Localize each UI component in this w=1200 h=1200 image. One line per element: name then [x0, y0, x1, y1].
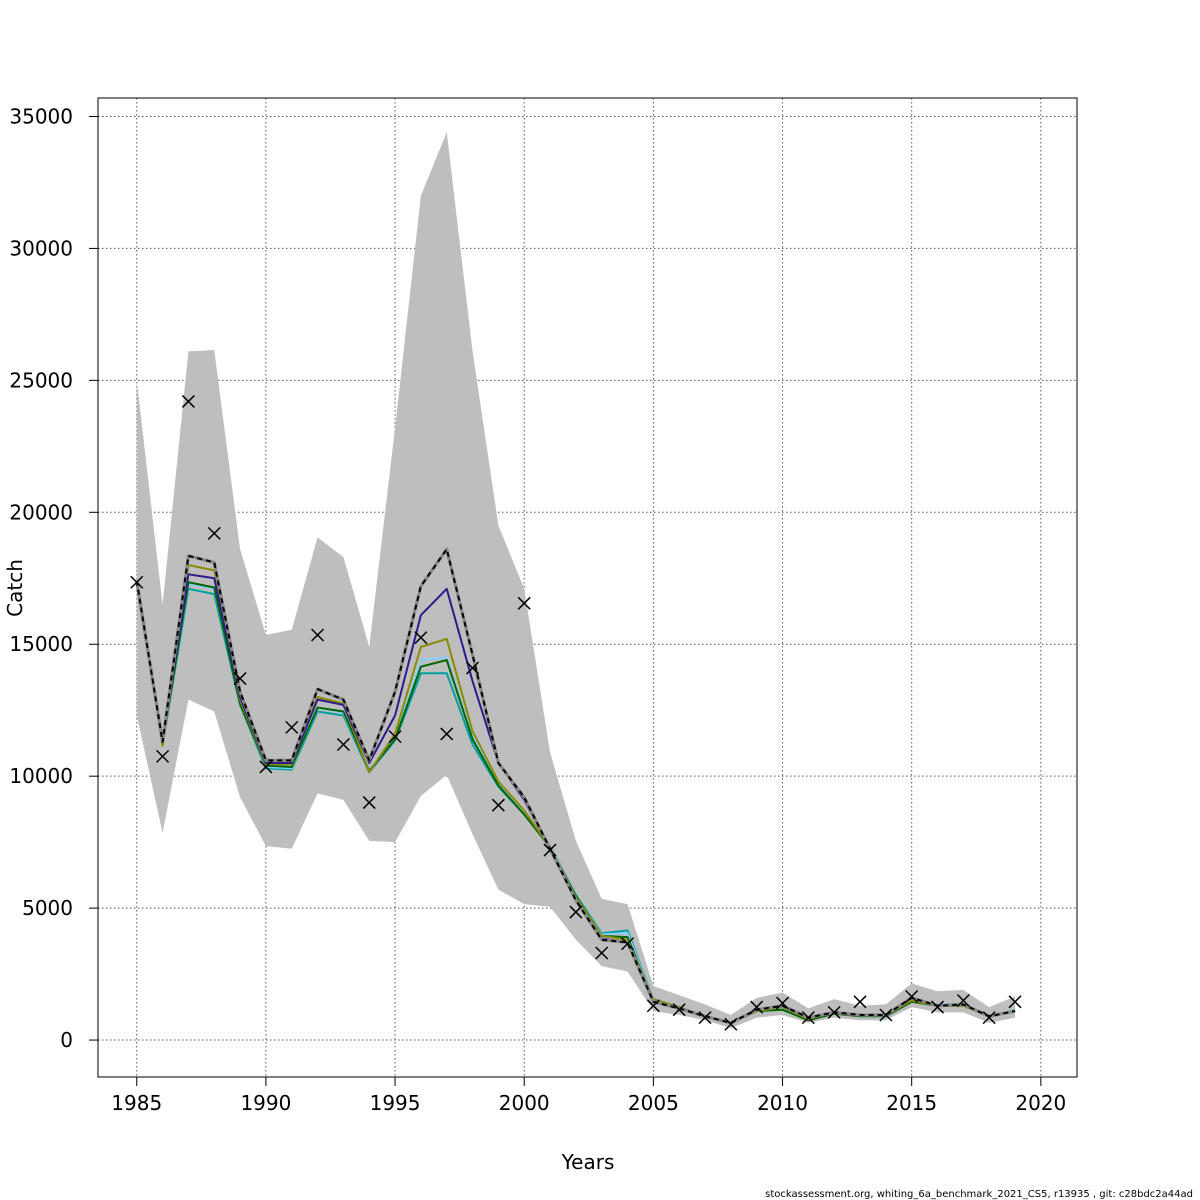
- observed-point-stroke: [827, 1005, 841, 1019]
- observed-point-stroke: [440, 727, 454, 741]
- observed-point-stroke: [233, 672, 247, 686]
- observed-point-stroke: [336, 737, 350, 752]
- observed-point: [259, 760, 273, 774]
- plot-frame: [97, 97, 1078, 1078]
- observed-point-stroke: [595, 946, 609, 960]
- observed-point: [698, 1011, 712, 1025]
- observed-point-stroke: [621, 937, 635, 951]
- observed-point: [982, 1011, 996, 1025]
- observed-point-stroke: [569, 905, 583, 919]
- observed-point: [569, 905, 583, 919]
- observed-point-stroke: [724, 1017, 738, 1031]
- x-tick-label: 1990: [240, 1091, 291, 1115]
- y-tick-label: 0: [60, 1028, 73, 1052]
- observed-point-stroke: [388, 730, 402, 744]
- x-axis-title: Years: [561, 1150, 615, 1174]
- observed-point: [414, 631, 428, 645]
- x-tick-label: 2010: [757, 1091, 808, 1115]
- observed-point-stroke: [905, 989, 919, 1004]
- observed-point: [543, 843, 557, 857]
- x-tick-label: 1995: [370, 1091, 421, 1115]
- y-axis-title: Catch: [3, 559, 27, 617]
- observed-point: [285, 720, 299, 734]
- observed-point-stroke: [775, 996, 790, 1010]
- observed-point: [491, 798, 505, 812]
- observed-point-stroke: [1008, 995, 1022, 1009]
- observed-point: [181, 394, 195, 408]
- y-tick-label: 15000: [9, 632, 73, 656]
- observed-point: [336, 737, 350, 752]
- confidence-band-area: [136, 132, 1016, 1029]
- observed-point: [724, 1017, 738, 1031]
- observed-point-stroke: [646, 999, 660, 1013]
- observed-point: [388, 730, 402, 744]
- observed-point: [233, 672, 247, 686]
- observed-point-stroke: [130, 575, 144, 589]
- y-tick-label: 10000: [9, 764, 73, 788]
- x-tick-label: 2015: [886, 1091, 937, 1115]
- observed-point-stroke: [466, 661, 480, 675]
- observed-point: [362, 796, 376, 810]
- y-tick-label: 5000: [22, 896, 73, 920]
- observed-point-stroke: [207, 526, 221, 540]
- observed-point: [1008, 995, 1022, 1009]
- observed-point: [879, 1008, 893, 1022]
- observed-point: [646, 999, 660, 1013]
- observed-points: [130, 394, 1022, 1031]
- observed-point-stroke: [259, 760, 273, 774]
- observed-point: [595, 946, 609, 960]
- series-lines: [135, 547, 1016, 1025]
- confidence-band: [136, 132, 1016, 1029]
- observed-point-stroke: [982, 1011, 996, 1025]
- x-tick-label: 1985: [111, 1091, 162, 1115]
- y-tick-label: 20000: [9, 500, 73, 524]
- observed-point: [853, 995, 867, 1009]
- observed-point-stroke: [698, 1011, 712, 1025]
- observed-point: [130, 575, 144, 589]
- observed-point-stroke: [285, 720, 299, 734]
- observed-point: [672, 1003, 686, 1017]
- axes: 1985 1990 1995 2000 2005 2010 2015 2020 0 5000 100…: [9, 104, 1066, 1115]
- y-tick-label: 35000: [9, 104, 73, 128]
- observed-point-stroke: [853, 995, 867, 1009]
- y-tick-label: 25000: [9, 368, 73, 392]
- observed-point-stroke: [517, 596, 531, 610]
- observed-point: [466, 661, 480, 675]
- observed-point-stroke: [672, 1003, 686, 1017]
- observed-point-stroke: [311, 628, 325, 642]
- observed-point: [517, 596, 531, 610]
- observed-point: [621, 937, 635, 951]
- observed-point: [156, 749, 170, 763]
- observed-point-stroke: [414, 631, 428, 645]
- observed-point: [827, 1005, 841, 1019]
- observed-point: [956, 993, 970, 1008]
- observed-point: [930, 1000, 945, 1014]
- observed-point-stroke: [750, 1000, 764, 1014]
- y-tick-label: 30000: [9, 236, 73, 260]
- observed-point-stroke: [543, 843, 557, 857]
- observed-point-stroke: [930, 1000, 945, 1014]
- observed-point-stroke: [956, 993, 970, 1008]
- observed-point-stroke: [801, 1011, 815, 1025]
- observed-point-stroke: [181, 394, 195, 408]
- x-tick-label: 2000: [499, 1091, 550, 1115]
- x-tick-label: 2005: [628, 1091, 679, 1115]
- observed-point: [801, 1011, 815, 1025]
- observed-point: [440, 727, 454, 741]
- observed-point: [905, 989, 919, 1004]
- observed-point: [207, 526, 221, 540]
- footer-note: stockassessment.org, whiting_6a_benchmar…: [765, 1189, 1193, 1200]
- series-line-6: [135, 548, 1016, 1024]
- observed-point: [311, 628, 325, 642]
- observed-point: [775, 996, 790, 1010]
- observed-point-stroke: [362, 796, 376, 810]
- observed-point-stroke: [156, 749, 170, 763]
- observed-point: [750, 1000, 764, 1014]
- observed-point-stroke: [491, 798, 505, 812]
- x-tick-label: 2020: [1015, 1091, 1066, 1115]
- observed-point-stroke: [879, 1008, 893, 1022]
